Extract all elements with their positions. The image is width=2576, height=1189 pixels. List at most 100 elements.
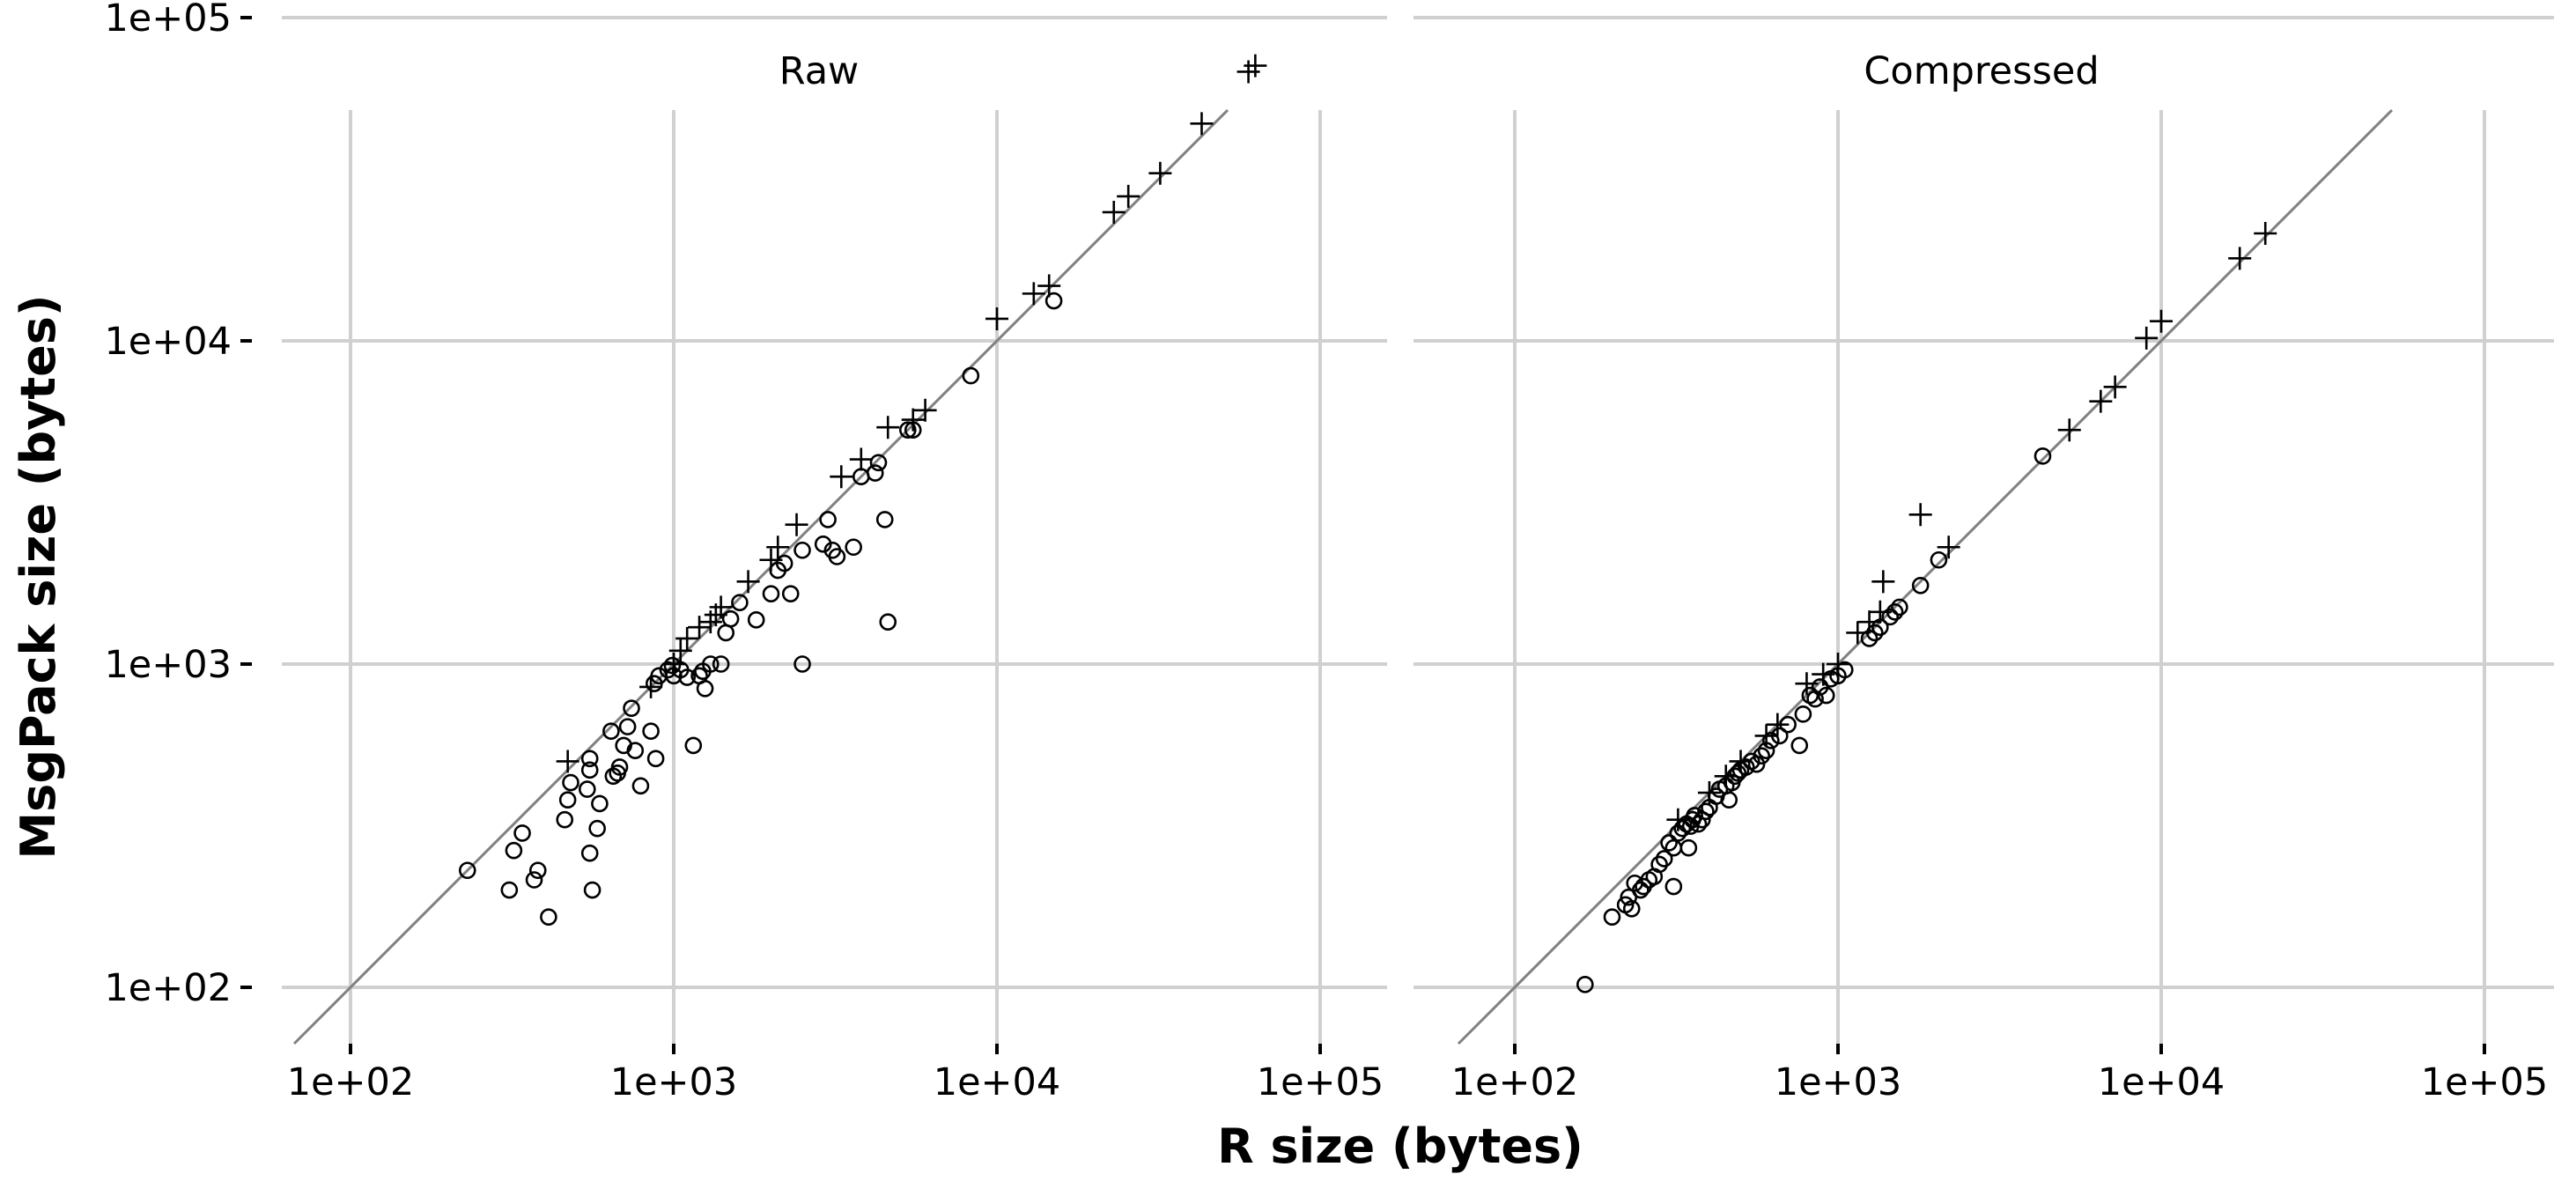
data-point-circle (1673, 819, 1692, 838)
data-point-plus (662, 653, 685, 676)
panel-title-raw: Raw (779, 49, 859, 93)
data-point-plus (2057, 418, 2081, 442)
data-point-plus (913, 398, 937, 422)
x-tick-label: 1e+05 (1257, 1060, 1384, 1104)
panel-compressed: 1e+02 1e+03 1e+04 1e+05 (1413, 16, 2554, 1104)
data-point-circle (623, 699, 640, 717)
x-tick-label: 1e+02 (287, 1060, 415, 1104)
data-point-plus (1868, 600, 1892, 624)
data-point-plus (1102, 200, 1126, 224)
panel-raw: 1e+02 1e+03 1e+04 1e+05 1e+02 1e+03 1e+04 1e+05 (104, 0, 1387, 1104)
data-point-circle (626, 742, 645, 760)
data-point-plus (759, 548, 783, 572)
x-tick-label: 1e+04 (2098, 1060, 2225, 1104)
data-point-circle (1790, 736, 1809, 755)
data-point-circle (819, 511, 837, 528)
data-point-plus (556, 750, 579, 773)
data-point-plus (2089, 389, 2113, 413)
x-tick-label: 1e+03 (1775, 1060, 1902, 1104)
data-point-circle (879, 613, 897, 631)
data-point-plus (2254, 221, 2277, 245)
data-point-circle (610, 758, 629, 776)
data-point-circle (1689, 815, 1708, 833)
data-point-plus (876, 416, 900, 439)
data-point-circle (962, 366, 980, 385)
data-point-plus (1795, 672, 1819, 696)
data-point-plus (830, 465, 853, 489)
data-point-circle (775, 554, 793, 572)
data-point-circle (1911, 577, 1930, 594)
x-tick-label: 1e+04 (934, 1060, 1061, 1104)
x-tick-label: 1e+05 (2421, 1060, 2549, 1104)
data-point-plus (688, 616, 712, 639)
data-point-plus (1729, 750, 1753, 773)
data-point-circle (828, 548, 846, 565)
data-point-circle (1817, 686, 1835, 705)
data-point-circle (513, 824, 531, 842)
data-point-circle (875, 511, 894, 528)
data-point-circle (1576, 976, 1594, 993)
data-point-plus (785, 513, 808, 536)
data-point-plus (1812, 662, 1835, 686)
data-point-plus (1117, 184, 1140, 208)
data-point-circle (869, 454, 888, 472)
data-point-plus (2135, 326, 2159, 350)
data-point-plus (1148, 161, 1172, 185)
data-point-circle (631, 777, 650, 795)
data-point-circle (583, 881, 602, 899)
data-point-circle (866, 464, 884, 482)
data-point-circle (747, 611, 765, 629)
data-point-circle (1650, 855, 1668, 874)
x-tick-label: 1e+02 (1451, 1060, 1579, 1104)
data-point-circle (1622, 900, 1641, 918)
data-point-circle (591, 794, 609, 813)
data-point-plus (985, 306, 1008, 330)
data-point-circle (642, 722, 660, 740)
data-point-plus (1714, 764, 1738, 788)
data-point-circle (618, 718, 637, 735)
data-point-circle (712, 655, 730, 673)
data-point-plus (1871, 570, 1895, 594)
data-point-plus (1037, 274, 1061, 298)
data-point-plus (1190, 112, 1214, 136)
data-point-plus (1846, 621, 1870, 645)
data-point-circle (588, 819, 606, 838)
data-point-plus (1754, 724, 1778, 748)
data-point-plus (849, 447, 873, 471)
data-point-circle (1632, 881, 1650, 899)
data-point-plus (2150, 309, 2173, 333)
data-point-circle (602, 722, 620, 740)
data-point-circle (540, 908, 557, 926)
data-point-circle (580, 844, 599, 862)
data-point-circle (1660, 834, 1678, 852)
data-point-plus (736, 570, 760, 594)
data-point-circle (562, 773, 579, 792)
data-point-circle (696, 679, 714, 698)
data-point-circle (663, 656, 682, 675)
data-point-circle (678, 668, 696, 686)
data-point-circle (646, 750, 665, 768)
data-point-plus (709, 595, 733, 619)
data-point-circle (1664, 877, 1683, 896)
y-tick-label: 1e+03 (104, 643, 232, 687)
x-axis-title: R size (bytes) (1217, 1119, 1583, 1174)
data-point-circle (702, 655, 720, 673)
data-point-plus (668, 639, 692, 662)
y-tick-label: 1e+02 (104, 966, 232, 1010)
data-point-circle (762, 585, 780, 602)
data-point-circle (721, 609, 740, 628)
data-point-plus (1937, 535, 1960, 559)
data-point-plus (1697, 781, 1721, 805)
y-axis-title: MsgPack size (bytes) (11, 294, 66, 859)
data-point-circle (1891, 598, 1908, 617)
data-point-circle (1930, 550, 1948, 569)
data-point-plus (901, 408, 925, 432)
y-tick-label: 1e+05 (104, 0, 232, 41)
data-point-circle (1044, 292, 1063, 310)
data-point-circle (1794, 705, 1812, 723)
data-point-circle (556, 810, 574, 829)
data-point-plus (1908, 503, 1932, 527)
data-point-circle (1720, 791, 1738, 809)
data-point-circle (899, 421, 917, 439)
